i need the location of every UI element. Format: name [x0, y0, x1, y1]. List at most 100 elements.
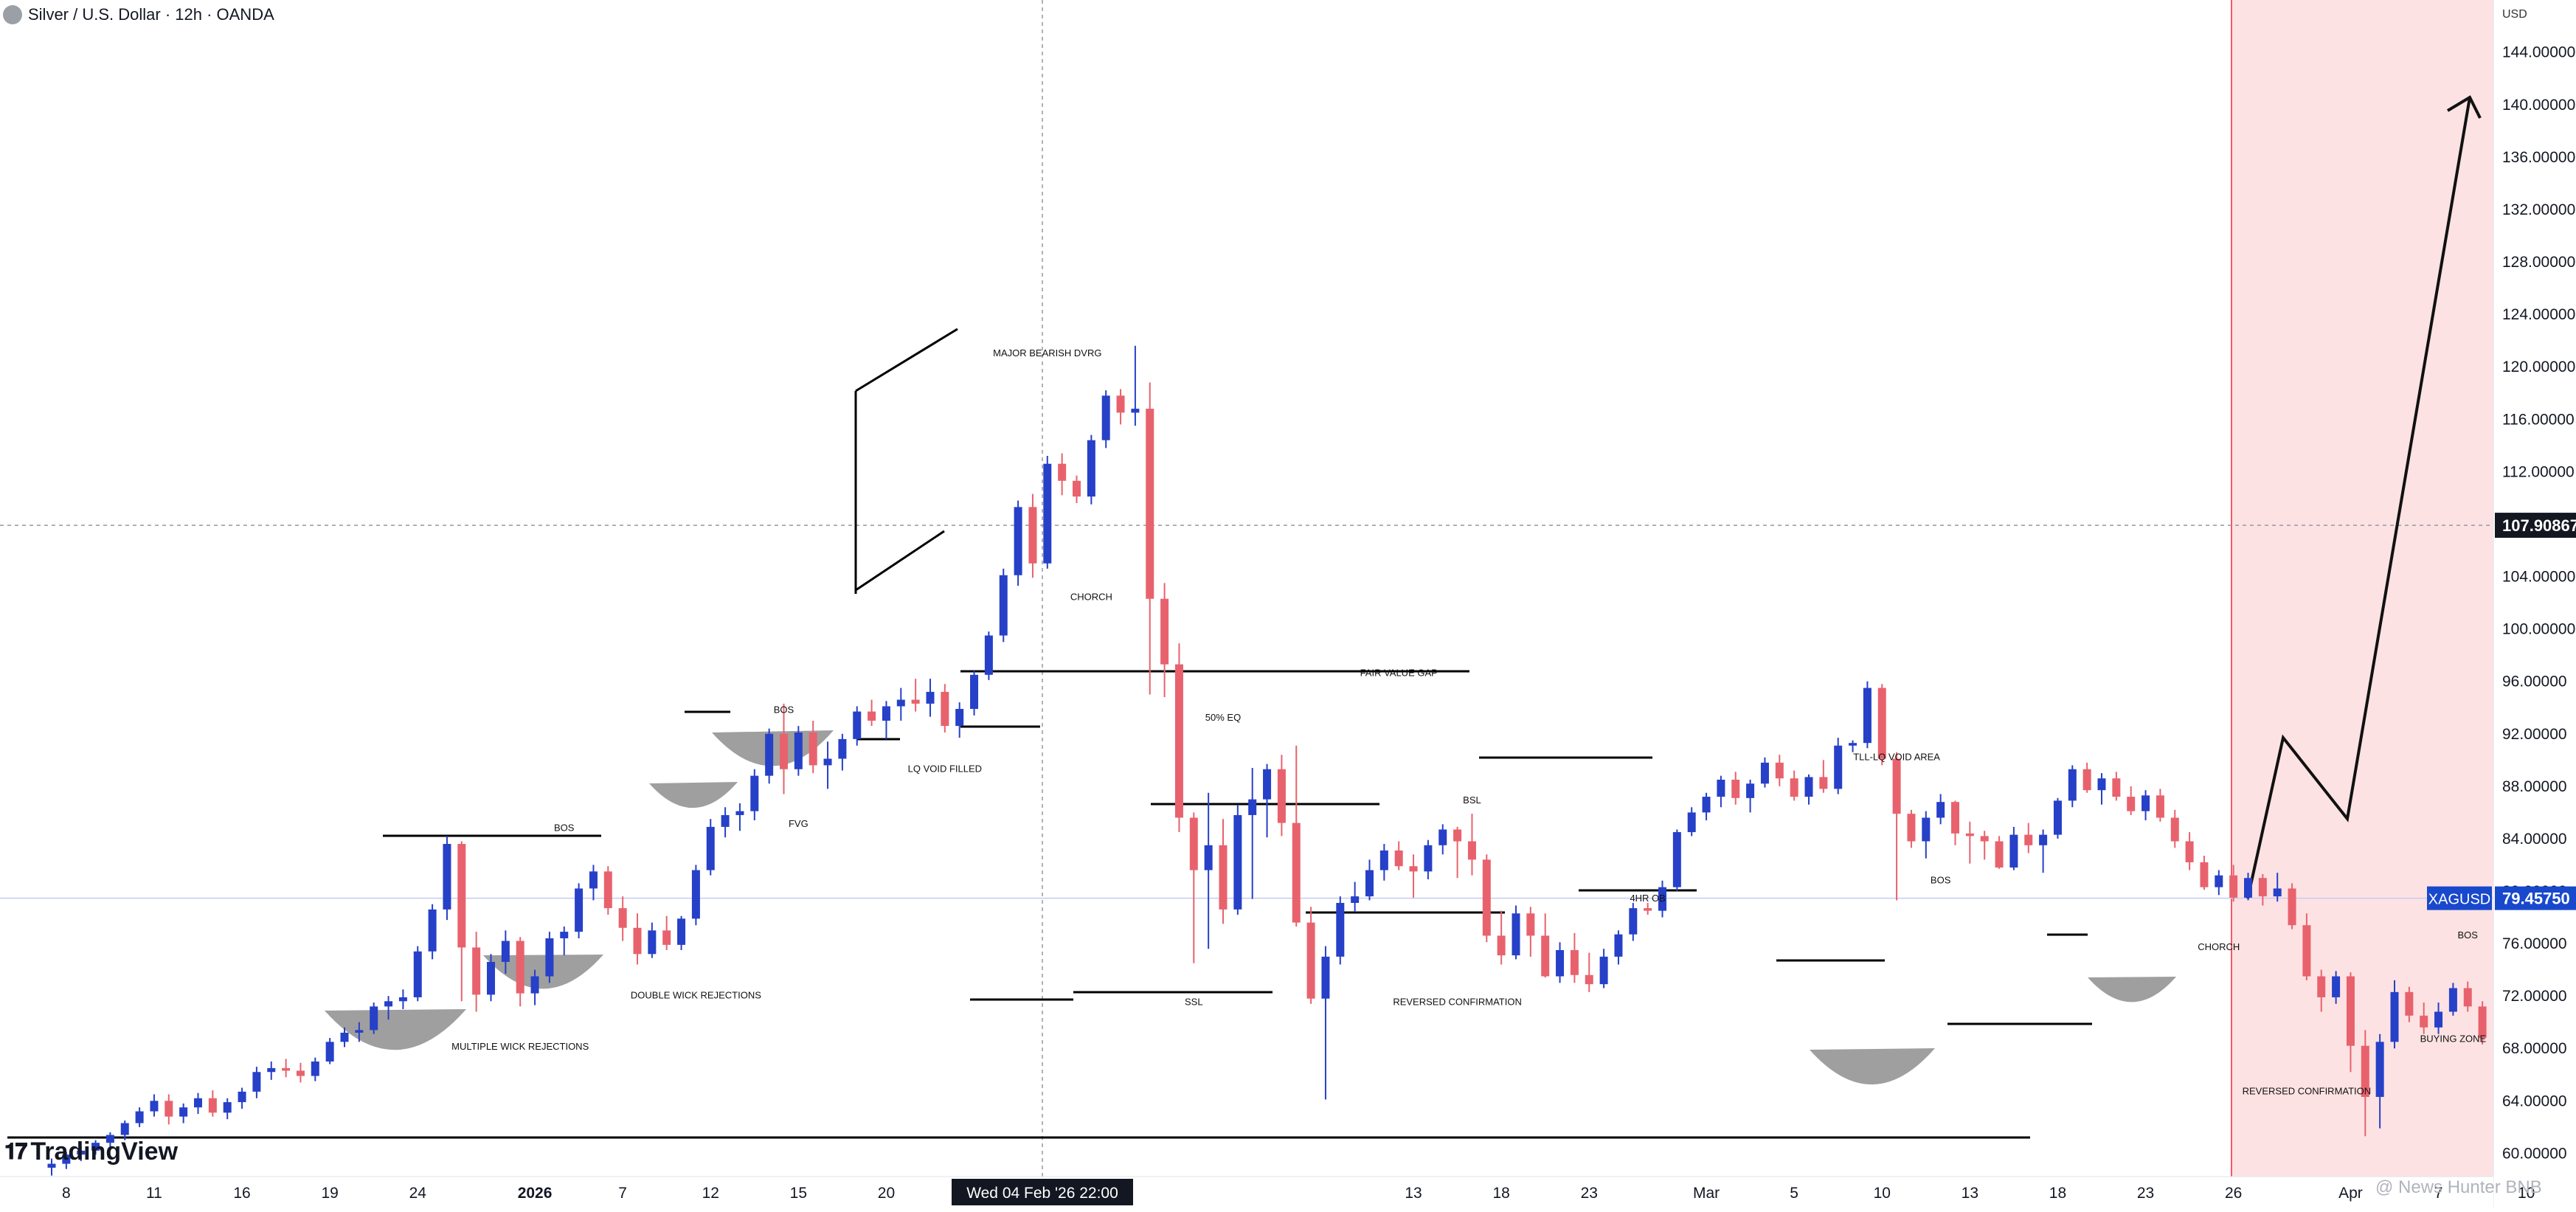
- candle: [1951, 802, 1959, 834]
- y-tick-label: 100.00000: [2502, 621, 2575, 638]
- y-tick-label: 136.00000: [2502, 149, 2575, 166]
- x-tick-label: 5: [1790, 1185, 1798, 1202]
- y-tick-label: 128.00000: [2502, 254, 2575, 271]
- last-price-text: 79.45750: [2502, 890, 2570, 908]
- crosshair-time-text: Wed 04 Feb '26 22:00: [966, 1185, 1118, 1202]
- candle: [340, 1032, 349, 1042]
- annotation-label: LQ VOID FILLED: [908, 763, 982, 774]
- candle: [2463, 988, 2472, 1007]
- crosshair-price-text: 107.90867: [2502, 516, 2576, 535]
- candle: [823, 758, 832, 766]
- y-tick-label: 104.00000: [2502, 569, 2575, 586]
- candle: [941, 691, 949, 727]
- candle: [2361, 1045, 2369, 1097]
- candle: [662, 930, 671, 945]
- candle: [1760, 762, 1769, 784]
- candle: [165, 1101, 173, 1117]
- candle: [1101, 395, 1110, 440]
- candle: [2302, 925, 2311, 977]
- candle: [589, 871, 598, 889]
- candle: [2390, 991, 2399, 1042]
- candle: [882, 706, 890, 721]
- candle: [1174, 664, 1183, 818]
- x-tick-label: 16: [233, 1185, 250, 1202]
- symbol-tag-text: XAGUSD: [2428, 892, 2490, 908]
- candle: [2332, 976, 2341, 997]
- candle: [194, 1098, 202, 1108]
- candle: [282, 1067, 291, 1071]
- y-tick-label: 64.00000: [2502, 1092, 2567, 1109]
- x-tick-label: 11: [146, 1185, 162, 1202]
- candle: [1014, 507, 1022, 575]
- candle: [603, 871, 612, 909]
- candle: [721, 814, 730, 827]
- candle: [2156, 795, 2164, 818]
- candle: [868, 711, 876, 721]
- x-tick-label: 12: [702, 1185, 719, 1202]
- candle: [47, 1163, 56, 1168]
- candle: [838, 738, 847, 759]
- y-tick-label: 72.00000: [2502, 988, 2567, 1005]
- candle: [1863, 688, 1872, 744]
- candle: [896, 699, 905, 707]
- rejection-zone-shade: [325, 1009, 466, 1050]
- chart-header: Silver / U.S. Dollar · 12h · OANDA: [0, 0, 274, 30]
- x-tick-label: 7: [2434, 1185, 2443, 1202]
- symbol-title[interactable]: Silver / U.S. Dollar · 12h · OANDA: [28, 5, 274, 24]
- candle: [325, 1042, 334, 1062]
- candle: [1629, 908, 1638, 935]
- candle: [999, 575, 1008, 636]
- candle: [633, 927, 642, 955]
- candle: [1570, 949, 1579, 975]
- y-tick-label: 76.00000: [2502, 935, 2567, 952]
- candle: [398, 997, 407, 1002]
- candle: [1321, 956, 1330, 999]
- x-tick-label: 13: [1405, 1185, 1422, 1202]
- time-axis[interactable]: [0, 1177, 2493, 1208]
- x-tick-label: 24: [409, 1185, 427, 1202]
- tradingview-logo[interactable]: 𝟏𝟕 TradingView: [4, 1137, 178, 1166]
- candle: [1467, 841, 1476, 860]
- candle: [384, 1001, 393, 1007]
- rejection-zone-shade: [483, 955, 603, 989]
- candle: [1438, 829, 1447, 845]
- candle: [2375, 1042, 2384, 1097]
- candle: [2082, 769, 2091, 791]
- candle: [1087, 440, 1095, 497]
- annotation-label: DOUBLE WICK REJECTIONS: [631, 990, 761, 1001]
- annotation-label: 50% EQ: [1205, 712, 1241, 723]
- annotation-line: [855, 530, 945, 592]
- candle: [1028, 507, 1037, 564]
- candle: [677, 918, 686, 945]
- candle: [750, 775, 759, 811]
- currency-label: USD: [2502, 8, 2527, 21]
- y-tick-label: 88.00000: [2502, 778, 2567, 795]
- candle: [1160, 598, 1169, 665]
- candle: [794, 732, 803, 769]
- candle: [691, 870, 700, 919]
- rejection-zone-shade: [649, 782, 738, 808]
- candle: [2185, 841, 2194, 862]
- candle: [2024, 834, 2033, 845]
- candle: [1819, 777, 1828, 789]
- candle: [1482, 859, 1491, 936]
- candle: [1614, 934, 1623, 957]
- price-axis[interactable]: [2493, 0, 2576, 1208]
- symbol-icon: [3, 5, 22, 24]
- y-tick-label: 92.00000: [2502, 726, 2567, 743]
- y-tick-label: 124.00000: [2502, 306, 2575, 323]
- annotation-label: TLL-LQ VOID AREA: [1853, 751, 1940, 762]
- x-tick-label: 13: [1962, 1185, 1978, 1202]
- annotation-label: REVERSED CONFIRMATION: [1393, 997, 1522, 1008]
- candle: [77, 1150, 86, 1155]
- x-tick-label: 18: [1492, 1185, 1509, 1202]
- x-tick-label: 2026: [518, 1185, 553, 1202]
- y-tick-label: 60.00000: [2502, 1145, 2567, 1162]
- candle: [1365, 870, 1374, 897]
- candle: [1219, 845, 1228, 910]
- candle: [1775, 762, 1784, 779]
- candle: [1936, 802, 1945, 818]
- candle: [545, 938, 554, 977]
